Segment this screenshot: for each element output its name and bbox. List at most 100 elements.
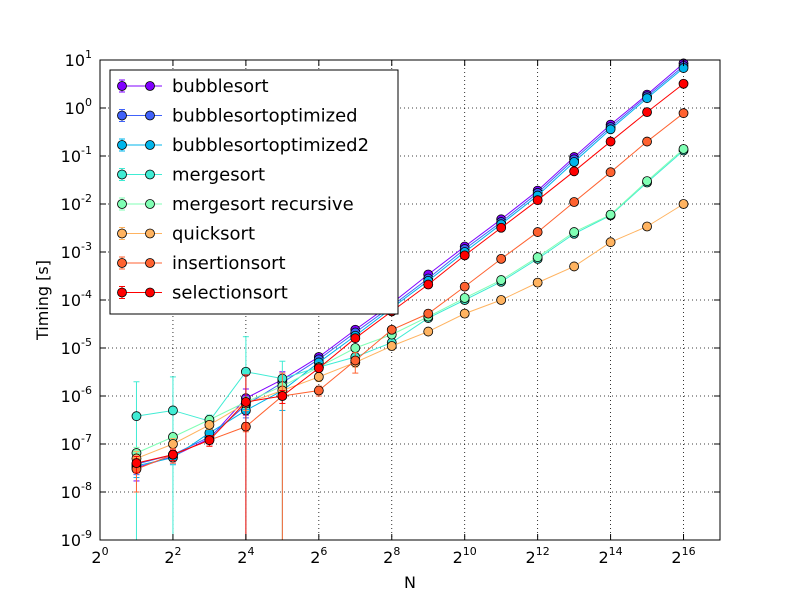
data-point (313, 385, 324, 396)
y-tick-label: 10-8 (61, 480, 92, 502)
data-point (496, 253, 507, 264)
data-point (605, 167, 616, 178)
data-point (350, 343, 361, 353)
legend-marker (117, 110, 127, 121)
data-point (605, 136, 616, 147)
data-point (313, 371, 324, 382)
x-tick-label: 22 (164, 545, 181, 567)
data-point (569, 197, 580, 207)
data-point (642, 176, 652, 186)
legend-marker (117, 258, 127, 268)
y-tick-label: 100 (65, 96, 92, 118)
data-point (642, 93, 652, 104)
data-point (569, 227, 580, 237)
legend-label: quicksort (172, 224, 255, 245)
data-point (459, 293, 470, 303)
data-point (168, 439, 178, 449)
legend-label: bubblesortoptimized2 (172, 135, 369, 156)
data-point (496, 222, 507, 233)
x-tick-label: 28 (383, 545, 400, 567)
x-tick-label: 214 (598, 545, 622, 567)
legend-item: bubblesortoptimized (117, 106, 358, 127)
data-point (532, 252, 543, 263)
legend-box (109, 69, 399, 315)
data-point (496, 275, 507, 285)
legend-item: mergesort (117, 165, 265, 186)
data-point (569, 157, 580, 167)
series-line (136, 203, 684, 459)
data-point (678, 108, 689, 119)
legend-marker (145, 258, 155, 268)
x-tick-label: 212 (526, 545, 550, 567)
data-point (532, 227, 543, 237)
data-point (605, 124, 616, 135)
legend-marker (145, 287, 155, 298)
data-point (423, 279, 434, 290)
legend-marker (145, 169, 155, 180)
legend-marker (145, 199, 155, 209)
y-tick-label: 10-6 (61, 384, 92, 406)
data-point (423, 326, 434, 337)
data-point (350, 355, 361, 366)
data-point (131, 458, 142, 469)
legend-label: mergesort (172, 165, 265, 186)
data-point (532, 195, 543, 206)
y-axis-label: Timing [s] (33, 260, 52, 341)
legend-marker (117, 169, 127, 180)
legend-marker (117, 140, 127, 150)
data-point (459, 250, 470, 261)
legend-marker (117, 81, 127, 91)
data-point (605, 237, 616, 248)
data-point (350, 333, 361, 344)
data-point (678, 199, 689, 209)
data-point (678, 78, 689, 89)
data-point (131, 411, 142, 422)
data-point (459, 308, 470, 319)
axis-ticks: 20 22 24 26 28 210 212 214 216 10-9 10-8 10-7 10-6 10… (61, 48, 720, 567)
data-point (204, 419, 215, 430)
data-point (496, 295, 507, 305)
y-tick-label: 10-4 (61, 288, 92, 310)
legend-marker (117, 228, 127, 239)
data-point (642, 107, 652, 118)
legend-label: selectionsort (172, 283, 288, 304)
x-axis-label: N (404, 573, 416, 592)
legend-label: insertionsort (172, 253, 286, 274)
legend-item: bubblesort (117, 76, 269, 97)
series-line (136, 63, 684, 469)
series-selectionsort (131, 78, 689, 540)
legend-marker (145, 140, 155, 150)
x-tick-label: 24 (237, 545, 254, 567)
legend-marker (145, 110, 155, 121)
y-tick-label: 10-3 (61, 240, 92, 262)
data-point (605, 209, 616, 220)
legend-item: bubblesortoptimized2 (117, 135, 369, 156)
x-tick-label: 210 (453, 545, 477, 567)
y-tick-label: 10-2 (61, 192, 92, 214)
data-point (569, 261, 580, 272)
series-line (136, 148, 684, 454)
y-tick-label: 10-5 (61, 336, 92, 358)
y-tick-label: 10-9 (61, 528, 92, 550)
legend-label: mergesort recursive (172, 194, 354, 215)
series-line (136, 83, 684, 464)
data-point (313, 363, 324, 374)
legend-item: quicksort (117, 224, 255, 245)
legend-marker (117, 287, 127, 298)
data-point (204, 435, 215, 446)
legend-marker (145, 81, 155, 91)
legend-marker (117, 199, 127, 209)
data-point (532, 277, 543, 288)
data-point (642, 136, 652, 147)
legend-label: bubblesort (172, 76, 269, 97)
data-point (240, 397, 251, 407)
data-point (678, 144, 689, 154)
x-tick-label: 20 (91, 545, 108, 567)
legend-item: mergesort recursive (117, 194, 354, 215)
data-point (386, 341, 397, 351)
y-tick-label: 10-1 (61, 144, 92, 166)
x-tick-label: 26 (310, 545, 327, 567)
legend-marker (145, 228, 155, 239)
series-line (136, 112, 684, 470)
